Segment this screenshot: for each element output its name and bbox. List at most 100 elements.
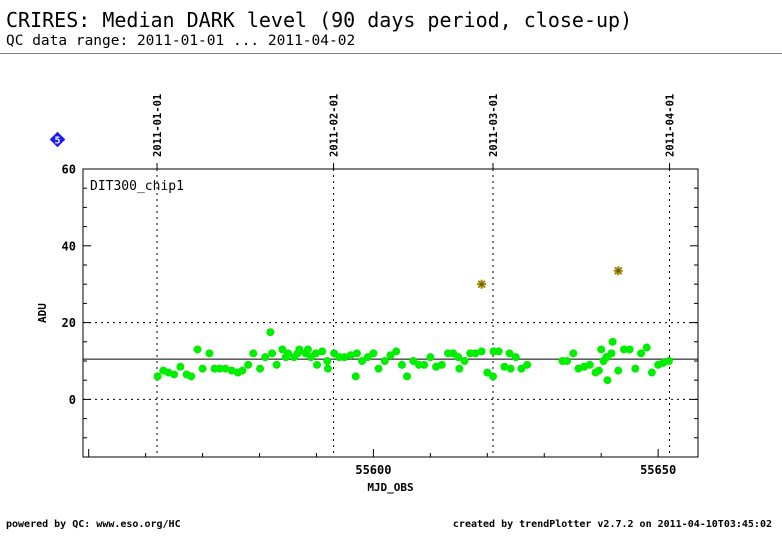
data-point: [311, 349, 320, 358]
data-point: [369, 349, 378, 358]
data-point: [221, 364, 230, 373]
data-point: [392, 347, 401, 356]
data-point: [625, 345, 634, 354]
grid-layer: [83, 169, 698, 457]
panel-label: DIT300_chip1: [90, 179, 184, 194]
date-marker-label: 2011-01-01: [152, 94, 164, 157]
data-point: [619, 345, 628, 354]
data-point: [249, 349, 258, 358]
data-point: [256, 364, 265, 373]
badge-label: 5: [54, 136, 60, 147]
data-point: [244, 360, 253, 369]
data-point: [261, 353, 270, 362]
y-tick-label: 40: [62, 239, 76, 253]
data-point: [374, 364, 383, 373]
data-point: [664, 357, 673, 365]
footer-powered-by: powered by QC: www.eso.org/HC: [6, 519, 181, 530]
data-point: [268, 349, 277, 358]
page-title: CRIRES: Median DARK level (90 days perio…: [6, 8, 633, 32]
data-point: [483, 368, 492, 377]
data-point: [603, 376, 612, 385]
data-point: [198, 364, 207, 373]
data-point: [437, 360, 446, 369]
data-point: [647, 368, 656, 377]
data-point: [631, 364, 640, 373]
data-range-subtitle: QC data range: 2011-01-01 ... 2011-04-02: [6, 33, 356, 49]
date-marker-label: 2011-02-01: [329, 94, 341, 157]
x-tick-label: 55650: [640, 463, 676, 477]
data-point: [607, 349, 616, 358]
y-axis-label: ADU: [36, 303, 49, 323]
data-point: [238, 366, 247, 375]
data-point: [454, 353, 463, 362]
data-point: [346, 351, 355, 360]
point-layer: [153, 266, 673, 385]
x-axis-label: MJD_OBS: [367, 481, 413, 494]
date-marker-label: 2011-03-01: [488, 94, 500, 157]
data-point: [352, 349, 361, 358]
data-point: [323, 357, 332, 365]
data-point: [494, 347, 503, 356]
data-point: [153, 372, 162, 381]
data-point: [594, 366, 603, 375]
data-point: [614, 366, 623, 375]
data-point: [380, 357, 389, 365]
data-point: [569, 349, 578, 358]
data-point: [187, 372, 196, 381]
data-point: [585, 360, 594, 369]
data-point: [295, 345, 304, 354]
data-point: [455, 364, 464, 373]
data-point: [420, 360, 429, 369]
footer-created-by: created by trendPlotter v2.7.2 on 2011-0…: [452, 519, 772, 530]
data-point: [642, 343, 651, 352]
data-point: [523, 360, 532, 369]
x-tick-label: 55600: [355, 463, 391, 477]
data-point: [227, 366, 236, 375]
data-point: [170, 370, 179, 379]
data-point: [303, 345, 312, 354]
data-point: [517, 364, 526, 373]
data-point: [358, 357, 367, 365]
data-point: [597, 345, 606, 354]
data-point: [351, 372, 360, 381]
data-point: [176, 362, 185, 371]
data-point: [608, 337, 617, 346]
data-point: [323, 364, 332, 373]
data-point: [506, 364, 515, 373]
data-point: [426, 353, 435, 362]
badge-diamond: [49, 131, 66, 148]
data-point: [278, 345, 287, 354]
data-point: [266, 328, 275, 337]
data-point: [272, 360, 281, 369]
outlier-point: [477, 279, 487, 289]
data-point: [409, 357, 418, 365]
y-tick-label: 0: [69, 393, 76, 407]
data-point: [340, 353, 349, 362]
data-point: [193, 345, 202, 354]
data-point: [215, 364, 224, 373]
data-point: [500, 362, 509, 371]
data-point: [505, 349, 514, 358]
y-tick-label: 60: [62, 163, 76, 177]
axis-layer: 2011-01-01 2011-02-01 2011-03-01 2011-04-01…: [62, 94, 698, 477]
data-point: [511, 353, 520, 362]
plot-frame: [82, 168, 699, 458]
data-point: [460, 357, 469, 365]
data-point: [386, 351, 395, 360]
data-point: [397, 360, 406, 369]
badge-5[interactable]: 5: [49, 131, 66, 148]
data-point: [284, 349, 292, 358]
data-point: [477, 347, 486, 356]
header-divider: [0, 53, 782, 54]
outlier-point: [613, 266, 623, 276]
data-point: [363, 353, 372, 362]
data-point: [403, 372, 412, 381]
y-tick-label: 20: [62, 316, 76, 330]
data-point: [313, 360, 322, 369]
data-point: [471, 349, 480, 358]
date-marker-label: 2011-04-01: [665, 94, 677, 157]
data-point: [489, 372, 497, 381]
data-point: [563, 357, 572, 365]
data-point: [637, 349, 646, 358]
